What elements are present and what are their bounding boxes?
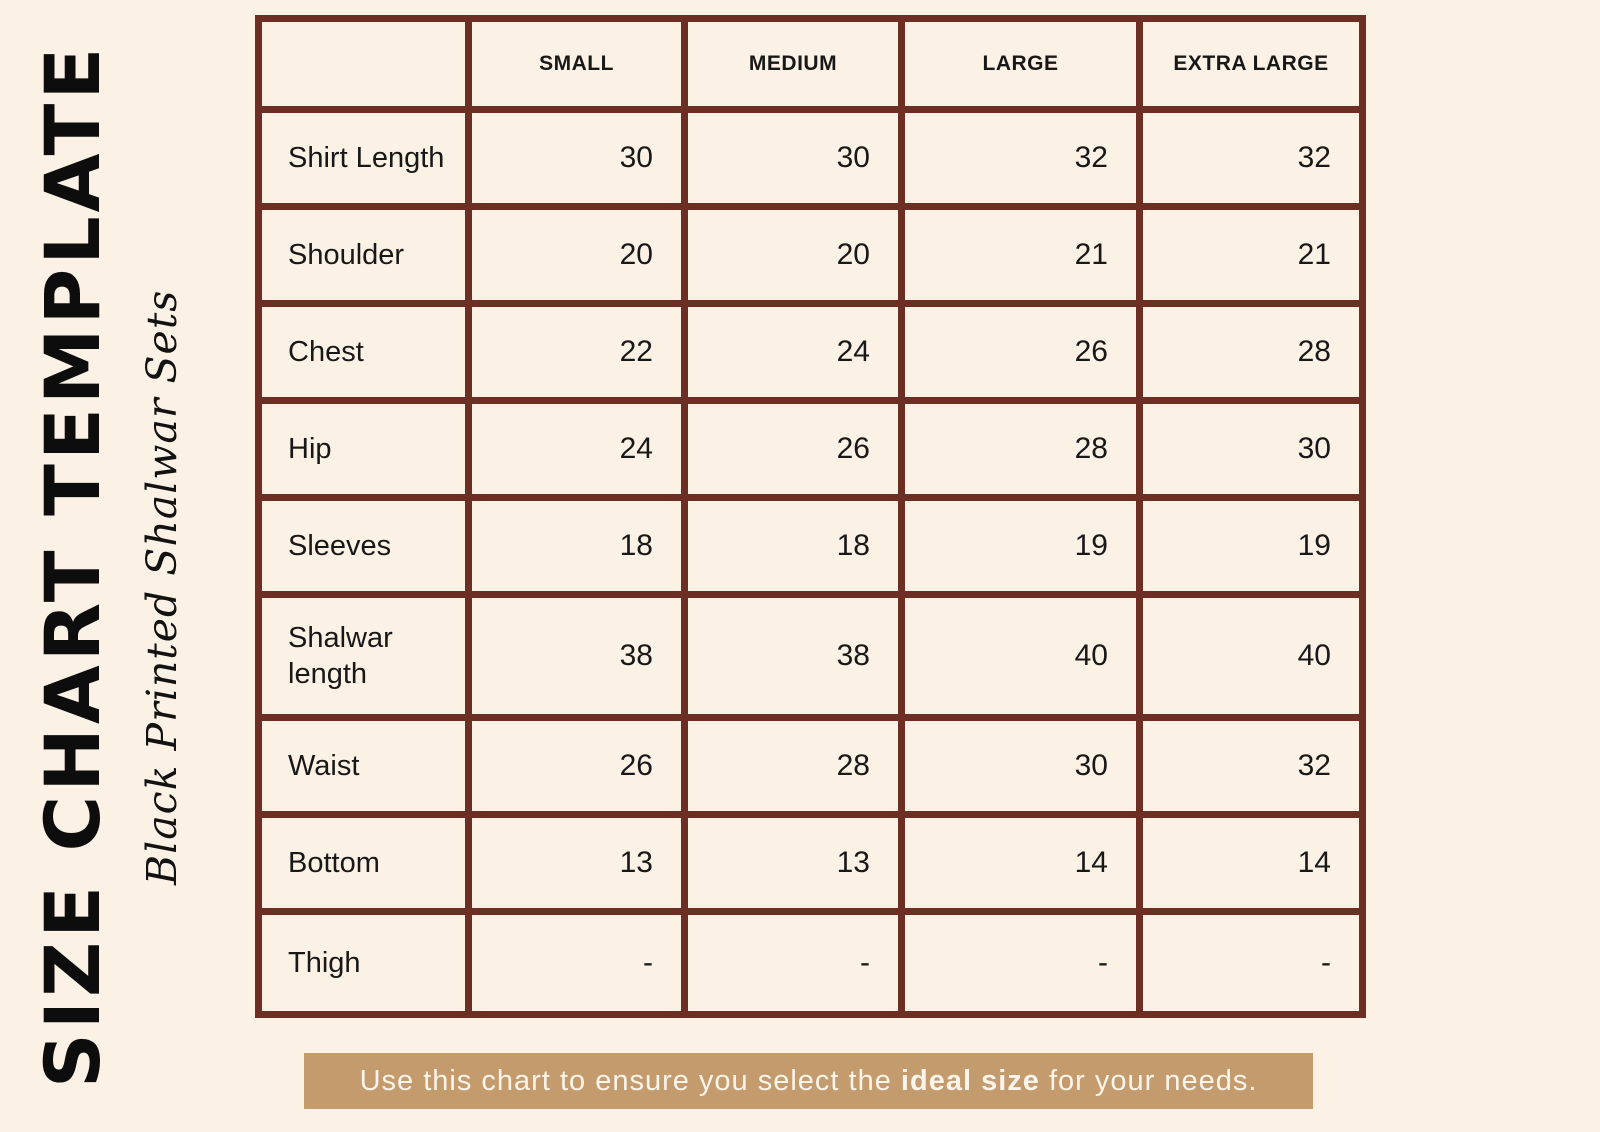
row-value: 14	[898, 811, 1143, 915]
row-value: 30	[681, 106, 905, 210]
page-subtitle-script: Black Printed Shalwar Sets	[138, 289, 186, 885]
row-value: 26	[681, 397, 905, 501]
row-value: 21	[898, 203, 1143, 307]
row-value: 14	[1136, 811, 1366, 915]
table-row: Shoulder 20 20 21 21	[255, 203, 1366, 307]
table-row: Shirt Length 30 30 32 32	[255, 106, 1366, 210]
footer-note-prefix: Use this chart to ensure you select the	[359, 1064, 901, 1097]
row-value: 32	[1136, 106, 1366, 210]
row-value: 30	[1136, 397, 1366, 501]
size-table-body: Shirt Length 30 30 32 32 Shoulder 20 20 …	[255, 106, 1366, 1018]
page-title: SIZE CHART TEMPLATE	[28, 43, 117, 1089]
row-value: 26	[898, 300, 1143, 404]
row-value: 26	[465, 714, 688, 818]
row-value: 32	[1136, 714, 1366, 818]
row-value: 24	[681, 300, 905, 404]
row-label: Shoulder	[255, 203, 472, 307]
header-cell-large: LARGE	[898, 15, 1143, 113]
header-cell-empty	[255, 15, 472, 113]
table-row: Sleeves 18 18 19 19	[255, 494, 1366, 598]
row-value: -	[681, 908, 905, 1018]
row-label: Sleeves	[255, 494, 472, 598]
table-row: Chest 22 24 26 28	[255, 300, 1366, 404]
footer-note-highlight: ideal size	[900, 1064, 1040, 1097]
row-label: Waist	[255, 714, 472, 818]
row-value: -	[898, 908, 1143, 1018]
row-value: 13	[465, 811, 688, 915]
table-row: Waist 26 28 30 32	[255, 714, 1366, 818]
row-value: 28	[1136, 300, 1366, 404]
row-value: -	[1136, 908, 1366, 1018]
row-value: -	[465, 908, 688, 1018]
row-value: 24	[465, 397, 688, 501]
row-label: Chest	[255, 300, 472, 404]
row-value: 18	[465, 494, 688, 598]
footer-note-suffix: for your needs.	[1039, 1064, 1258, 1097]
row-value: 19	[1136, 494, 1366, 598]
row-label: Shirt Length	[255, 106, 472, 210]
table-row: Shalwar length 38 38 40 40	[255, 591, 1366, 721]
row-value: 30	[898, 714, 1143, 818]
footer-note-banner: Use this chart to ensure you select the …	[304, 1053, 1313, 1109]
header-cell-small: SMALL	[465, 15, 688, 113]
header-row: SMALL MEDIUM LARGE EXTRA LARGE	[255, 15, 1366, 113]
row-label: Shalwar length	[255, 591, 472, 721]
row-value: 21	[1136, 203, 1366, 307]
row-value: 28	[681, 714, 905, 818]
row-value: 20	[681, 203, 905, 307]
row-label: Bottom	[255, 811, 472, 915]
row-value: 40	[898, 591, 1143, 721]
row-value: 32	[898, 106, 1143, 210]
row-value: 22	[465, 300, 688, 404]
row-label: Thigh	[255, 908, 472, 1018]
row-value: 20	[465, 203, 688, 307]
row-value: 38	[465, 591, 688, 721]
row-value: 38	[681, 591, 905, 721]
table-row: Thigh - - - -	[255, 908, 1366, 1018]
size-chart-table: SMALL MEDIUM LARGE EXTRA LARGE Shirt Len…	[255, 15, 1366, 1018]
row-value: 40	[1136, 591, 1366, 721]
row-label: Hip	[255, 397, 472, 501]
size-table-header: SMALL MEDIUM LARGE EXTRA LARGE	[255, 15, 1366, 113]
row-value: 13	[681, 811, 905, 915]
row-value: 18	[681, 494, 905, 598]
header-cell-extra-large: EXTRA LARGE	[1136, 15, 1366, 113]
table-row: Bottom 13 13 14 14	[255, 811, 1366, 915]
row-value: 30	[465, 106, 688, 210]
header-cell-medium: MEDIUM	[681, 15, 905, 113]
row-value: 28	[898, 397, 1143, 501]
row-value: 19	[898, 494, 1143, 598]
table-row: Hip 24 26 28 30	[255, 397, 1366, 501]
